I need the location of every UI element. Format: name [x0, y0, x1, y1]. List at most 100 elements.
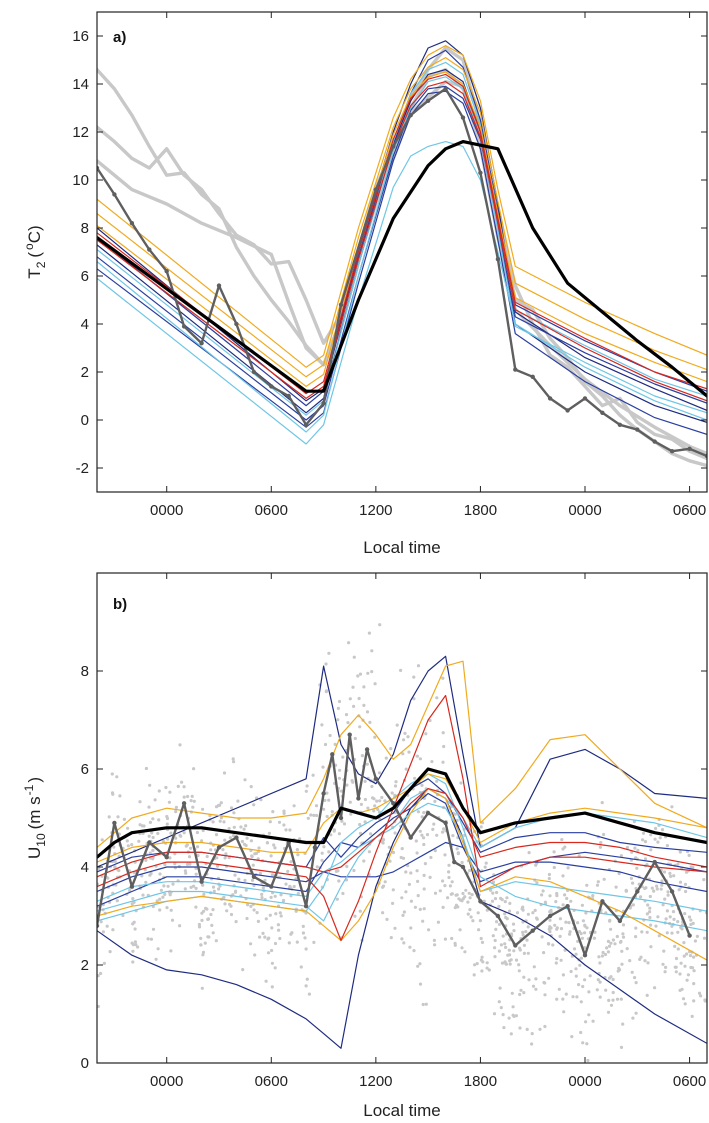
observation-point	[702, 878, 706, 882]
observation-point	[290, 931, 294, 935]
observation-point	[553, 923, 557, 927]
observation-point	[100, 838, 104, 842]
observation-point	[169, 831, 173, 835]
observation-point	[223, 902, 227, 906]
observation-marker	[373, 187, 379, 192]
observation-point	[561, 874, 565, 878]
observation-point	[689, 918, 693, 922]
observation-point	[552, 865, 556, 870]
observation-point	[661, 903, 665, 907]
observation-point	[568, 932, 572, 936]
observation-point	[658, 836, 662, 840]
observation-point	[407, 882, 411, 887]
observation-point	[178, 924, 182, 928]
observation-point	[409, 871, 413, 875]
observation-point	[643, 857, 648, 861]
observation-point	[543, 993, 547, 997]
observation-marker	[495, 257, 501, 262]
observation-point	[660, 828, 665, 832]
observation-point	[624, 889, 628, 893]
observation-point	[414, 839, 418, 843]
observation-point	[362, 859, 366, 863]
observation-point	[390, 791, 394, 795]
observation-marker	[147, 840, 152, 845]
observation-point	[188, 862, 192, 866]
observation-point	[443, 853, 447, 857]
observation-point	[381, 837, 385, 842]
observation-point	[272, 843, 276, 847]
observation-point	[244, 888, 248, 892]
observation-point	[551, 943, 555, 947]
observation-point	[289, 860, 293, 864]
observation-point	[497, 922, 502, 927]
observation-marker	[408, 835, 413, 840]
observation-point	[122, 817, 126, 822]
observation-point	[447, 863, 451, 867]
observation-point	[674, 970, 678, 974]
observation-point	[192, 767, 196, 771]
observation-point	[393, 784, 398, 788]
observation-point	[555, 891, 559, 896]
observation-point	[418, 962, 422, 966]
observation-point	[370, 649, 374, 653]
observation-point	[491, 934, 495, 938]
observation-marker	[530, 374, 535, 379]
observation-point	[288, 884, 292, 888]
observation-point	[656, 840, 660, 844]
observation-point	[158, 872, 162, 876]
observation-point	[443, 884, 447, 888]
observation-point	[518, 1026, 522, 1030]
observation-point	[257, 846, 261, 850]
observation-point	[579, 932, 583, 936]
observation-point	[110, 772, 114, 776]
observation-point	[526, 925, 530, 929]
observation-point	[554, 900, 558, 904]
x-tick-label: 0000	[568, 502, 601, 519]
observation-point	[256, 919, 260, 924]
observation-point	[407, 750, 411, 754]
observation-point	[648, 915, 652, 920]
observation-point	[453, 943, 457, 947]
observation-point	[372, 809, 376, 813]
observation-point	[132, 920, 136, 924]
y-tick-label: 8	[81, 220, 89, 237]
observation-point	[436, 920, 440, 924]
observation-point	[113, 865, 117, 869]
observation-point	[140, 824, 144, 828]
observation-point	[320, 723, 324, 727]
observation-point	[634, 926, 638, 930]
observation-point	[332, 828, 336, 832]
observation-point	[424, 732, 428, 736]
observation-point	[126, 826, 130, 830]
observation-point	[298, 837, 302, 841]
observation-point	[304, 984, 308, 988]
observation-point	[137, 839, 141, 843]
observation-point	[214, 805, 219, 809]
observation-point	[194, 886, 198, 891]
observation-point	[106, 876, 110, 880]
x-tick-label: 0600	[673, 1073, 706, 1090]
observation-point	[303, 936, 307, 940]
observation-point	[531, 984, 536, 988]
observation-marker	[460, 864, 466, 870]
observation-point	[384, 756, 388, 760]
observation-point	[144, 858, 148, 863]
observation-point	[165, 814, 169, 819]
ensemble-member-line	[97, 44, 707, 368]
observation-point	[404, 890, 408, 894]
observation-point	[335, 897, 339, 901]
observation-point	[493, 946, 497, 950]
observation-point	[591, 894, 595, 898]
observation-point	[418, 829, 422, 833]
observation-point	[448, 884, 452, 888]
observation-point	[105, 924, 109, 928]
observation-point	[261, 931, 265, 936]
observation-point	[500, 961, 505, 965]
observation-point	[421, 919, 425, 923]
observation-point	[363, 820, 367, 824]
observation-marker	[234, 835, 239, 840]
observation-point	[597, 955, 601, 959]
observation-point	[223, 856, 227, 860]
observation-point	[406, 735, 410, 739]
observation-point	[284, 828, 288, 832]
